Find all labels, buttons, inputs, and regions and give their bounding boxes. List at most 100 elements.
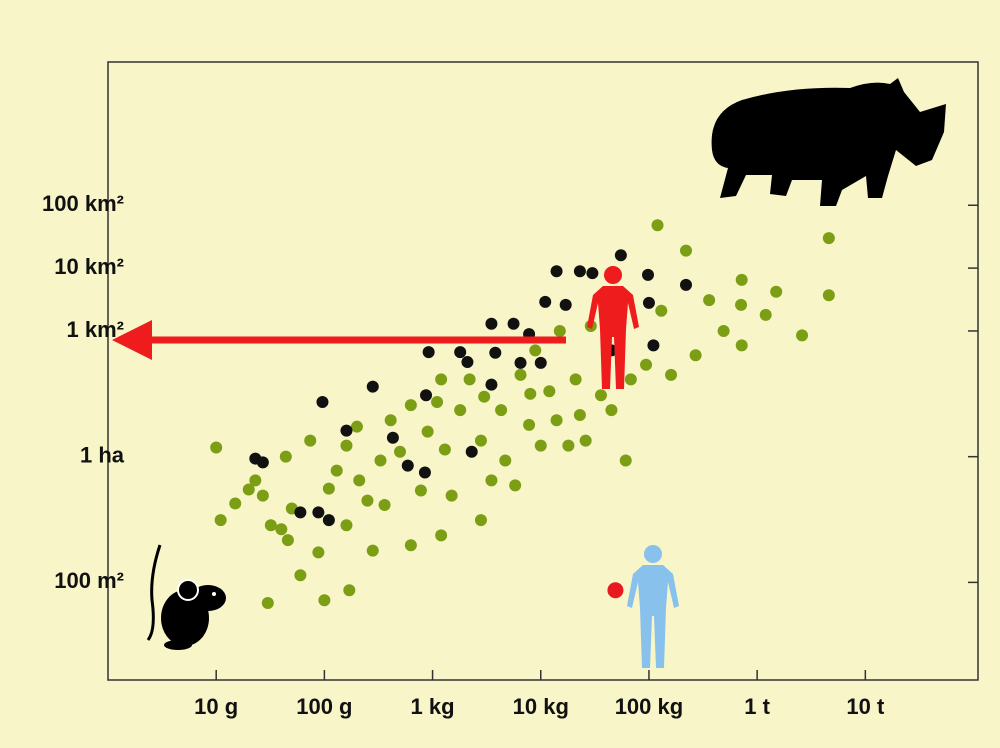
point	[350, 420, 363, 433]
point	[489, 346, 502, 359]
point	[343, 584, 356, 597]
point	[242, 483, 255, 496]
point	[640, 358, 653, 371]
point	[386, 431, 399, 444]
y-tick-label: 1 km²	[67, 317, 124, 342]
point	[294, 506, 307, 519]
rhino-icon	[711, 78, 946, 206]
point	[655, 304, 668, 317]
point	[619, 454, 632, 467]
point	[735, 339, 748, 352]
marks: 10 g 100 g 1 kg 10 kg 100 kg 1 t 10 t 100 m² 1 h…	[42, 191, 978, 719]
point	[523, 418, 536, 431]
point	[770, 285, 783, 298]
point	[438, 443, 451, 456]
point	[562, 439, 575, 452]
point	[374, 454, 387, 467]
point	[384, 414, 397, 427]
point	[543, 385, 556, 398]
point	[435, 529, 448, 542]
point	[431, 396, 444, 409]
point	[579, 434, 592, 447]
x-tick-label: 1 kg	[411, 694, 455, 719]
human-icon-red	[587, 266, 639, 389]
point	[796, 329, 809, 342]
point	[281, 534, 294, 547]
point	[275, 523, 288, 536]
x-tick-label: 10 g	[194, 694, 238, 719]
point	[229, 497, 242, 510]
point	[647, 339, 660, 352]
point	[340, 424, 353, 437]
point	[550, 265, 563, 278]
point	[573, 265, 586, 278]
point	[366, 544, 379, 557]
plot-frame	[107, 61, 979, 681]
point	[463, 373, 476, 386]
point	[514, 356, 527, 369]
point	[594, 389, 607, 402]
point	[465, 445, 478, 458]
point	[312, 546, 325, 559]
point	[322, 514, 335, 527]
y-tick-label: 10 km²	[54, 254, 124, 279]
x-tick-label: 100 g	[296, 694, 352, 719]
point	[735, 273, 748, 286]
point	[340, 439, 353, 452]
point	[474, 434, 487, 447]
point	[529, 344, 542, 357]
point	[524, 387, 537, 400]
point	[421, 425, 434, 438]
point	[509, 479, 522, 492]
point	[495, 404, 508, 417]
point	[735, 298, 748, 311]
point	[304, 434, 317, 447]
point	[624, 373, 637, 386]
point	[534, 439, 547, 452]
point	[651, 219, 664, 232]
point	[642, 268, 655, 281]
point	[249, 474, 262, 487]
point	[312, 506, 325, 519]
point	[435, 373, 448, 386]
point	[553, 324, 566, 337]
point	[264, 519, 277, 532]
point	[605, 404, 618, 417]
point	[316, 396, 329, 409]
point	[401, 459, 414, 472]
point	[717, 324, 730, 337]
point	[261, 597, 274, 610]
point	[665, 368, 678, 381]
point	[378, 499, 391, 512]
point	[461, 356, 474, 369]
point	[294, 569, 307, 582]
x-tick-label: 1 t	[744, 694, 770, 719]
point	[279, 450, 292, 463]
point	[414, 484, 427, 497]
point	[550, 414, 563, 427]
point	[689, 349, 702, 362]
point	[485, 317, 498, 330]
point	[445, 489, 458, 502]
point	[679, 278, 692, 291]
point	[485, 474, 498, 487]
point	[703, 294, 716, 307]
point	[499, 454, 512, 467]
point	[420, 389, 433, 402]
point	[418, 466, 431, 479]
y-tick-label: 100 m²	[54, 568, 124, 593]
point	[569, 373, 582, 386]
point	[534, 356, 547, 369]
point	[586, 267, 599, 280]
point	[404, 399, 417, 412]
point	[256, 489, 269, 502]
point	[822, 289, 835, 302]
x-tick-label: 100 kg	[615, 694, 684, 719]
point	[507, 317, 520, 330]
point	[366, 380, 379, 393]
point	[514, 368, 527, 381]
point	[607, 582, 624, 599]
point	[353, 474, 366, 487]
